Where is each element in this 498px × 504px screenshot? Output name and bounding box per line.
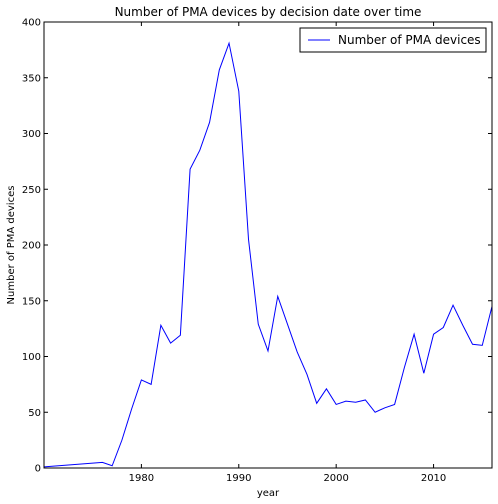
legend: Number of PMA devices (299, 27, 487, 53)
x-tick-label: 2000 (323, 473, 348, 484)
series-line (43, 41, 493, 468)
x-axis-ticks: 1980 1990 2000 2010 (129, 22, 446, 484)
y-axis-label: Number of PMA devices (6, 186, 17, 305)
legend-box (299, 27, 487, 53)
y-tick-label: 100 (22, 352, 41, 363)
plot-area (43, 41, 493, 468)
y-tick-label: 300 (22, 129, 41, 140)
y-tick-label: 350 (22, 73, 41, 84)
plot-frame (43, 21, 493, 469)
y-tick-label: 50 (28, 408, 41, 419)
x-tick-label: 2010 (421, 473, 446, 484)
x-axis-label: year (257, 488, 280, 499)
chart-title: Number of PMA devices by decision date o… (115, 5, 422, 19)
y-tick-label: 250 (22, 185, 41, 196)
y-tick-label: 150 (22, 296, 41, 307)
legend-label: Number of PMA devices (338, 33, 481, 47)
y-axis-ticks: 0 50 100 150 200 250 300 350 400 (22, 18, 492, 475)
y-tick-label: 0 (35, 464, 41, 475)
y-tick-label: 200 (22, 241, 41, 252)
y-tick-label: 400 (22, 18, 41, 29)
x-tick-label: 1990 (226, 473, 251, 484)
x-tick-label: 1980 (129, 473, 154, 484)
